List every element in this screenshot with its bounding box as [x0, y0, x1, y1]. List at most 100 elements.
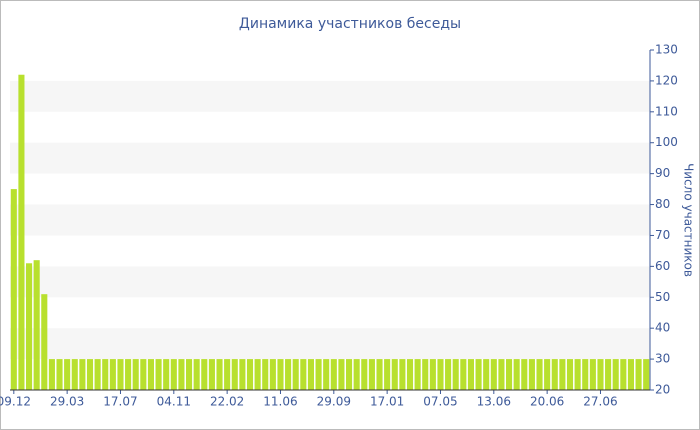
- bar: [612, 359, 619, 390]
- grid-band: [10, 204, 650, 236]
- x-tick-label: 11.06: [263, 395, 297, 409]
- bar: [346, 359, 353, 390]
- bar: [597, 359, 604, 390]
- bar: [368, 359, 375, 390]
- bar: [125, 359, 132, 390]
- bar: [513, 359, 520, 390]
- bar: [361, 359, 368, 390]
- bar: [323, 359, 330, 390]
- bar: [86, 359, 94, 390]
- x-tick-label: 17.07: [103, 395, 137, 409]
- grid-band: [10, 80, 650, 112]
- bar: [147, 359, 154, 390]
- bar: [467, 359, 474, 390]
- bar: [201, 359, 208, 390]
- bar: [460, 359, 467, 390]
- bar: [315, 359, 322, 390]
- bar: [330, 359, 337, 390]
- y-tick-label: 70: [655, 228, 670, 242]
- bar: [102, 359, 109, 390]
- bar: [620, 359, 627, 390]
- bar: [132, 359, 139, 390]
- bar: [429, 359, 436, 390]
- bar: [559, 359, 566, 390]
- bar: [56, 359, 63, 390]
- bar: [384, 359, 391, 390]
- bar: [551, 359, 558, 390]
- bar: [178, 359, 185, 390]
- bar: [224, 359, 231, 390]
- bar: [163, 359, 170, 390]
- bar: [269, 359, 276, 390]
- x-tick-label: 27.06: [583, 395, 617, 409]
- bar: [589, 359, 596, 390]
- grid-band: [10, 142, 650, 174]
- x-tick-label: 29.03: [50, 395, 84, 409]
- y-tick-label: 90: [655, 166, 670, 180]
- bar: [437, 359, 444, 390]
- bar: [300, 359, 307, 390]
- bar: [574, 359, 581, 390]
- bar: [414, 359, 421, 390]
- bar: [506, 359, 513, 390]
- y-tick-label: 120: [655, 73, 678, 87]
- bar: [627, 359, 634, 390]
- bar: [475, 359, 482, 390]
- x-tick-label: 17.01: [370, 395, 404, 409]
- x-tick-label: 07.05: [423, 395, 457, 409]
- x-tick-label: 20.06: [530, 395, 564, 409]
- bar: [399, 359, 406, 390]
- grid-band: [10, 266, 650, 298]
- bar: [566, 359, 574, 390]
- bar: [490, 359, 497, 390]
- bar: [521, 359, 528, 390]
- x-tick-label: 09.12: [0, 395, 31, 409]
- x-tick-label: 04.11: [157, 395, 191, 409]
- y-tick-label: 40: [655, 321, 670, 335]
- bar: [391, 359, 398, 390]
- bar: [498, 359, 505, 390]
- bar: [307, 359, 314, 390]
- bar: [140, 359, 147, 390]
- x-tick-label: 13.06: [477, 395, 511, 409]
- bar: [536, 359, 543, 390]
- y-tick-label: 50: [655, 290, 670, 304]
- bar: [33, 260, 40, 390]
- bar: [155, 359, 162, 390]
- bar: [208, 359, 215, 390]
- bar: [422, 359, 429, 390]
- bar: [483, 359, 490, 390]
- bar: [292, 359, 299, 390]
- bar: [338, 359, 345, 390]
- bar: [544, 359, 551, 390]
- bar: [41, 294, 48, 390]
- bar: [193, 359, 200, 390]
- bar: [246, 359, 254, 390]
- bar: [254, 359, 261, 390]
- y-tick-label: 110: [655, 104, 678, 118]
- bar: [262, 359, 269, 390]
- bar: [643, 359, 650, 390]
- chart-title: Динамика участников беседы: [239, 16, 461, 32]
- bar: [186, 359, 193, 390]
- bar: [239, 359, 246, 390]
- bar: [71, 359, 78, 390]
- bar: [376, 359, 383, 390]
- bar: [353, 359, 360, 390]
- bar: [635, 359, 642, 390]
- bar: [216, 359, 223, 390]
- bar: [528, 359, 535, 390]
- y-tick-label: 100: [655, 135, 678, 149]
- y-tick-label: 30: [655, 352, 670, 366]
- y-tick-label: 130: [655, 43, 678, 57]
- y-tick-label: 80: [655, 197, 670, 211]
- grid-band: [10, 328, 650, 360]
- bar: [452, 359, 459, 390]
- y-tick-label: 20: [655, 383, 670, 397]
- bar: [94, 359, 101, 390]
- bar: [79, 359, 86, 390]
- bar: [406, 359, 414, 390]
- bar: [48, 359, 55, 390]
- bar: [231, 359, 238, 390]
